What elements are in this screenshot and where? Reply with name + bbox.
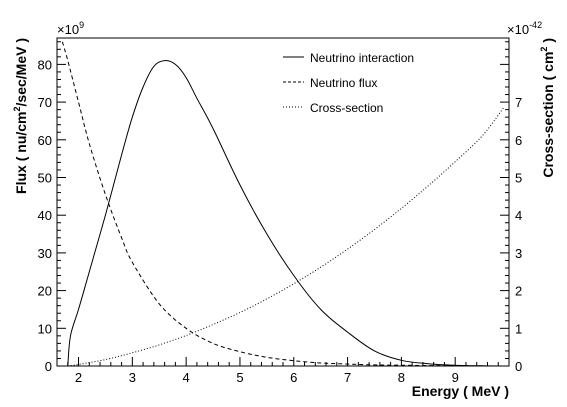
x-tick-label: 4 — [183, 370, 190, 385]
legend: Neutrino interaction Neutrino flux Cross… — [283, 51, 414, 115]
right-tick-label: 0 — [515, 359, 522, 374]
right-tick-label: 1 — [515, 321, 522, 336]
series-line-neutrino-flux — [61, 41, 504, 367]
left-multiplier: ×109 — [57, 20, 84, 37]
left-tick-label: 0 — [45, 359, 52, 374]
right-multiplier: ×10-42 — [507, 20, 542, 37]
series-line-neutrino-interaction — [67, 60, 504, 367]
series-line-cross-section — [67, 107, 505, 367]
left-tick-label: 10 — [38, 321, 52, 336]
left-tick-label: 80 — [38, 57, 52, 72]
x-tick-label: 5 — [236, 370, 243, 385]
right-tick-label: 5 — [515, 170, 522, 185]
legend-label-neutrino-flux: Neutrino flux — [310, 76, 377, 90]
right-tick-label: 7 — [515, 95, 522, 110]
x-tick-label: 9 — [452, 370, 459, 385]
x-tick-label: 3 — [129, 370, 136, 385]
legend-label-neutrino-interaction: Neutrino interaction — [310, 51, 414, 65]
left-y-axis-label: Flux ( nu/cm2/sec/MeV ) — [12, 38, 29, 194]
x-tick-label: 7 — [344, 370, 351, 385]
left-tick-label: 30 — [38, 246, 52, 261]
right-tick-label: 3 — [515, 246, 522, 261]
left-tick-label: 50 — [38, 170, 52, 185]
right-y-axis-label: Cross-section ( cm2 ) — [539, 38, 556, 178]
left-tick-label: 60 — [38, 133, 52, 148]
x-axis-label: Energy ( MeV ) — [412, 383, 509, 399]
legend-label-cross-section: Cross-section — [310, 101, 383, 115]
right-tick-label: 6 — [515, 133, 522, 148]
x-tick-label: 2 — [75, 370, 82, 385]
left-tick-label: 20 — [38, 284, 52, 299]
left-tick-label: 70 — [38, 95, 52, 110]
x-tick-label: 8 — [398, 370, 405, 385]
left-tick-label: 40 — [38, 208, 52, 223]
right-tick-label: 2 — [515, 284, 522, 299]
plot-frame — [56, 37, 510, 367]
right-tick-label: 4 — [515, 208, 522, 223]
x-tick-label: 6 — [290, 370, 297, 385]
